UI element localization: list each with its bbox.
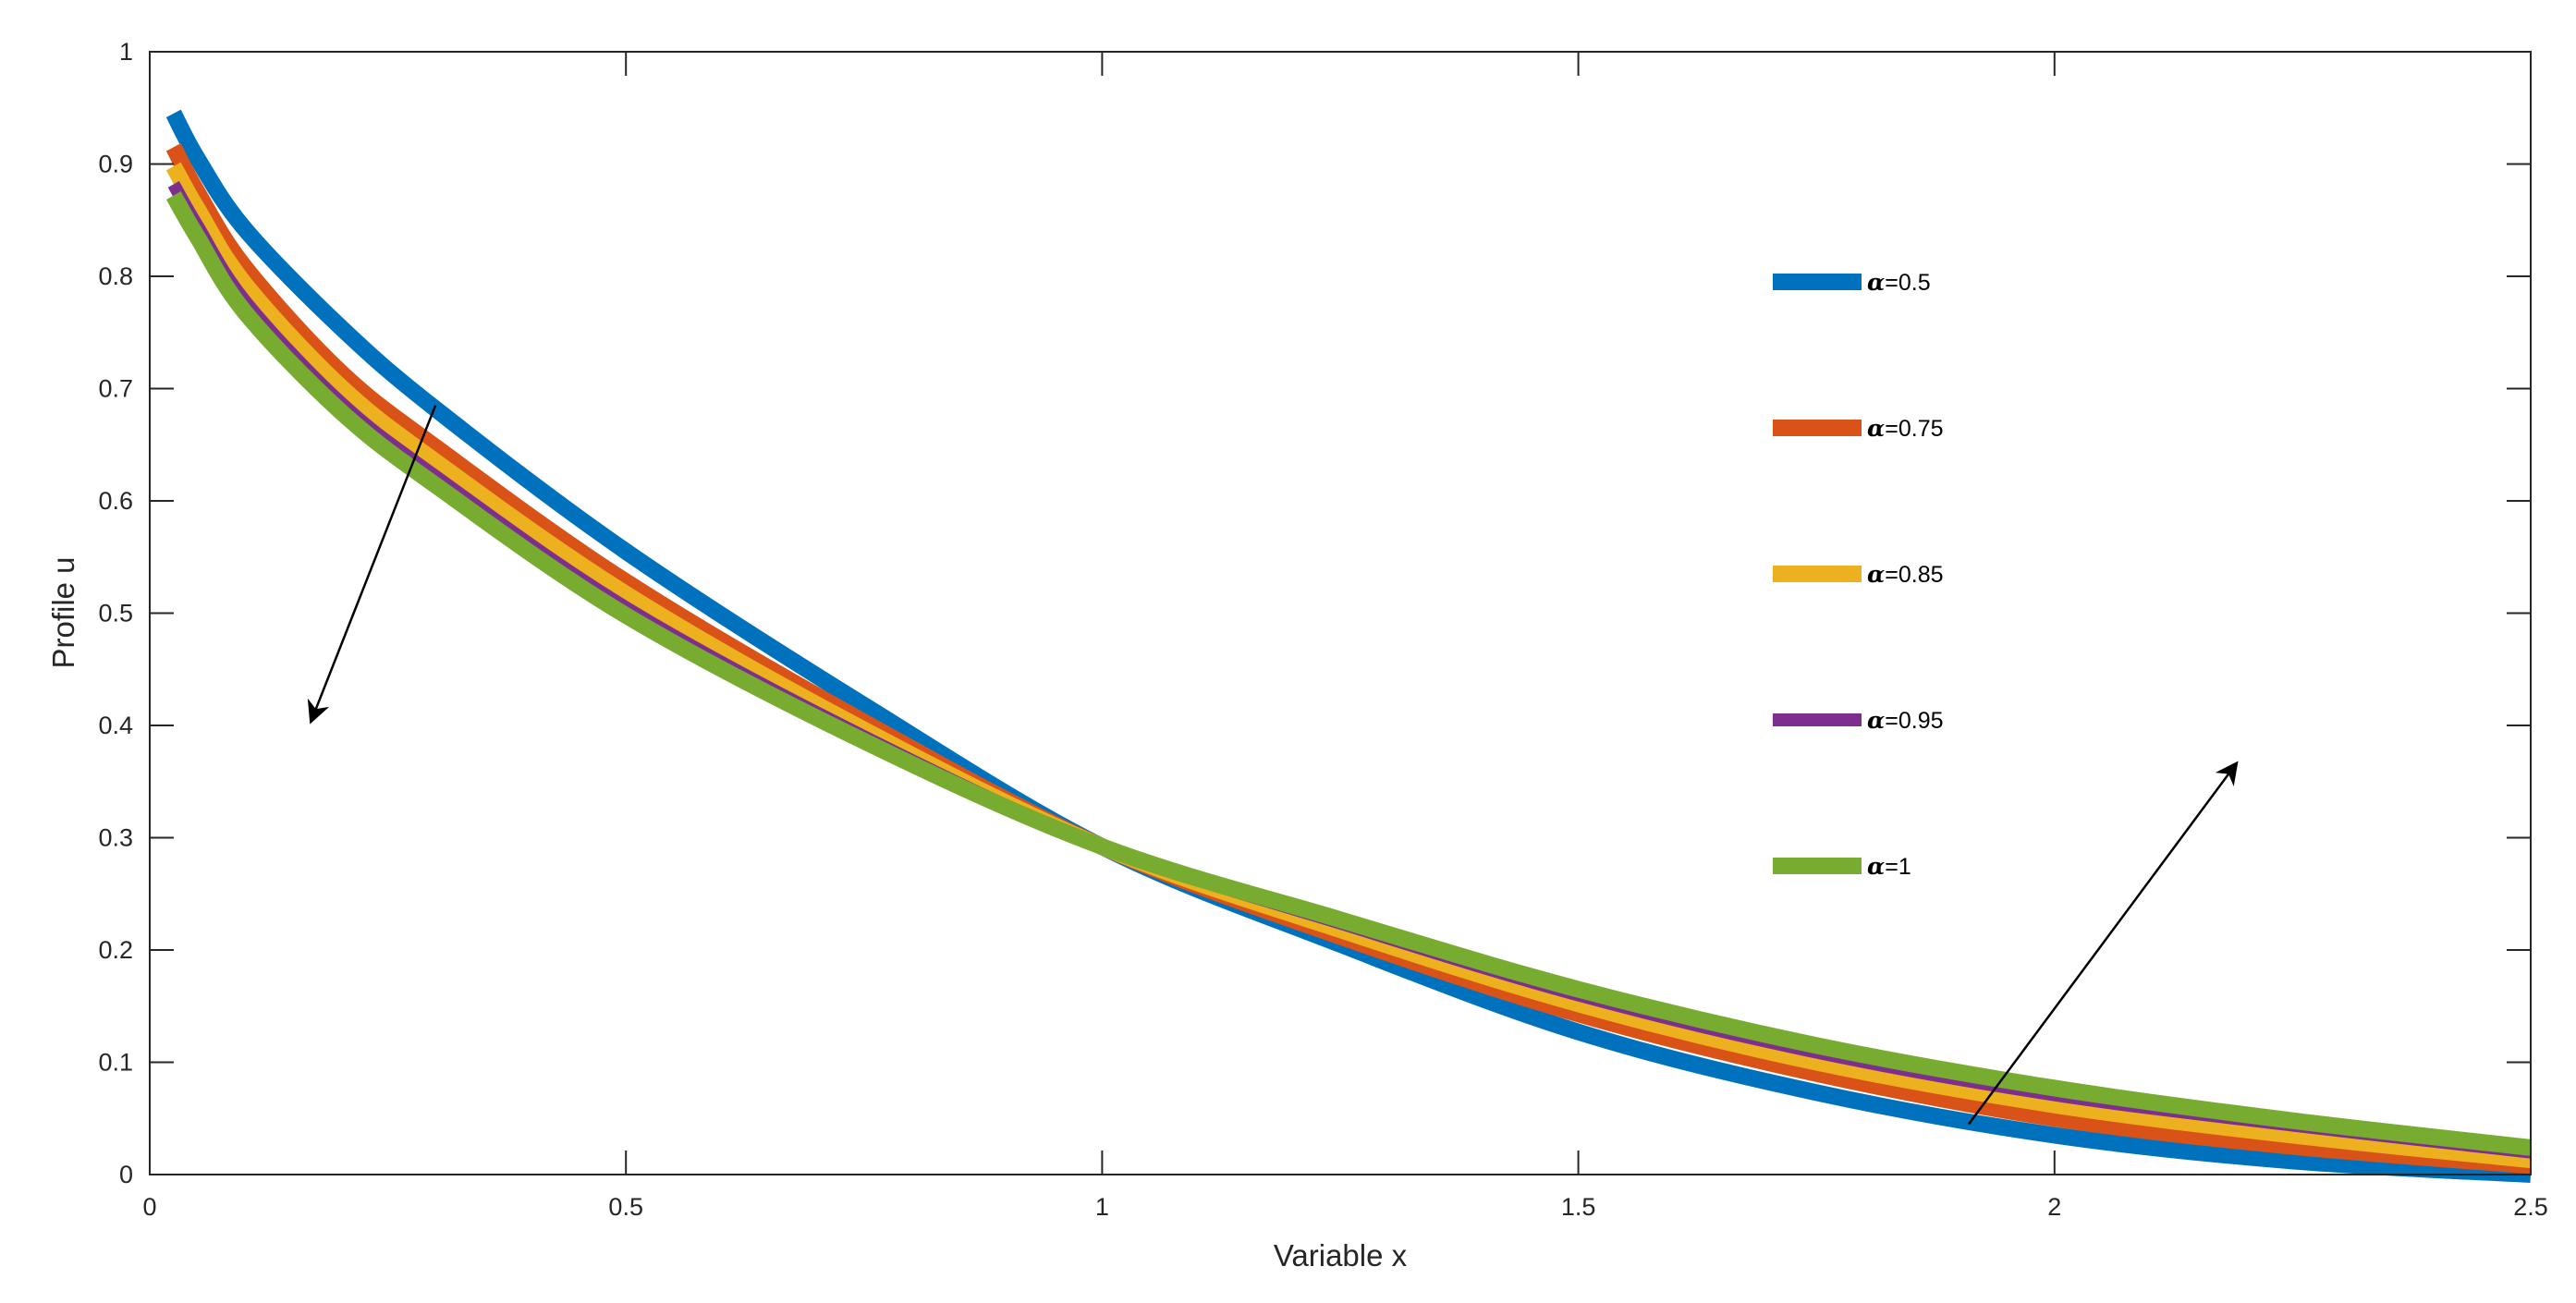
legend-label: α=0.5 <box>1867 269 1931 296</box>
x-tick-label: 0 <box>142 1193 156 1221</box>
legend-alpha-symbol: α <box>1867 561 1885 588</box>
legend-label: α=0.95 <box>1867 707 1944 734</box>
annotation-arrow-1 <box>307 405 437 725</box>
legend-entry-4: α=0.95 <box>1773 707 1944 734</box>
legend-label: α=0.75 <box>1867 415 1944 442</box>
y-tick-label: 0.1 <box>98 1049 133 1077</box>
legend-entry-5: α=1 <box>1773 853 1911 880</box>
x-tick-label: 1 <box>1095 1193 1109 1221</box>
legend: α=0.5α=0.75α=0.85α=0.95α=1 <box>1773 269 1944 880</box>
y-tick-label: 0.3 <box>98 824 133 852</box>
x-tick-label: 2 <box>2047 1193 2061 1221</box>
y-tick-label: 0 <box>119 1161 133 1188</box>
y-axis-label: Profile u <box>46 556 80 668</box>
legend-value: =0.95 <box>1885 708 1943 734</box>
annotation-arrow-2 <box>1968 761 2239 1126</box>
legend-entry-3: α=0.85 <box>1773 561 1944 588</box>
legend-entry-1: α=0.5 <box>1773 269 1931 296</box>
legend-label: α=1 <box>1867 853 1911 880</box>
tick-layer: 0 0.5 1 1.5 2 2.5 0 0.1 0.2 0.3 0.4 0.5 0.6 0.7 0.8 0.9… <box>98 38 2547 1221</box>
x-axis-label: Variable x <box>1274 1238 1408 1273</box>
y-tick-label: 0.4 <box>98 712 133 739</box>
legend-value: =0.5 <box>1885 270 1930 296</box>
legend-entry-2: α=0.75 <box>1773 415 1944 442</box>
y-tick-label: 0.2 <box>98 936 133 964</box>
legend-value: =0.75 <box>1885 416 1943 442</box>
legend-alpha-symbol: α <box>1867 853 1885 880</box>
y-tick-label: 0.6 <box>98 487 133 515</box>
y-tick-label: 0.8 <box>98 262 133 290</box>
y-tick-label: 0.7 <box>98 375 133 403</box>
legend-value: =0.85 <box>1885 562 1943 588</box>
x-tick-label: 1.5 <box>1561 1193 1596 1221</box>
legend-alpha-symbol: α <box>1867 269 1885 296</box>
y-tick-label: 1 <box>119 38 133 66</box>
series-line-5 <box>165 191 2533 1156</box>
legend-label: α=0.85 <box>1867 561 1944 588</box>
legend-value: =1 <box>1885 854 1911 880</box>
y-tick-label: 0.5 <box>98 600 133 627</box>
legend-alpha-symbol: α <box>1867 415 1885 442</box>
annotation-layer <box>307 405 2239 1126</box>
series-layer <box>165 109 2533 1183</box>
y-tick-label: 0.9 <box>98 151 133 178</box>
x-tick-label: 0.5 <box>608 1193 643 1221</box>
x-tick-label: 2.5 <box>2513 1193 2548 1221</box>
legend-alpha-symbol: α <box>1867 707 1885 734</box>
